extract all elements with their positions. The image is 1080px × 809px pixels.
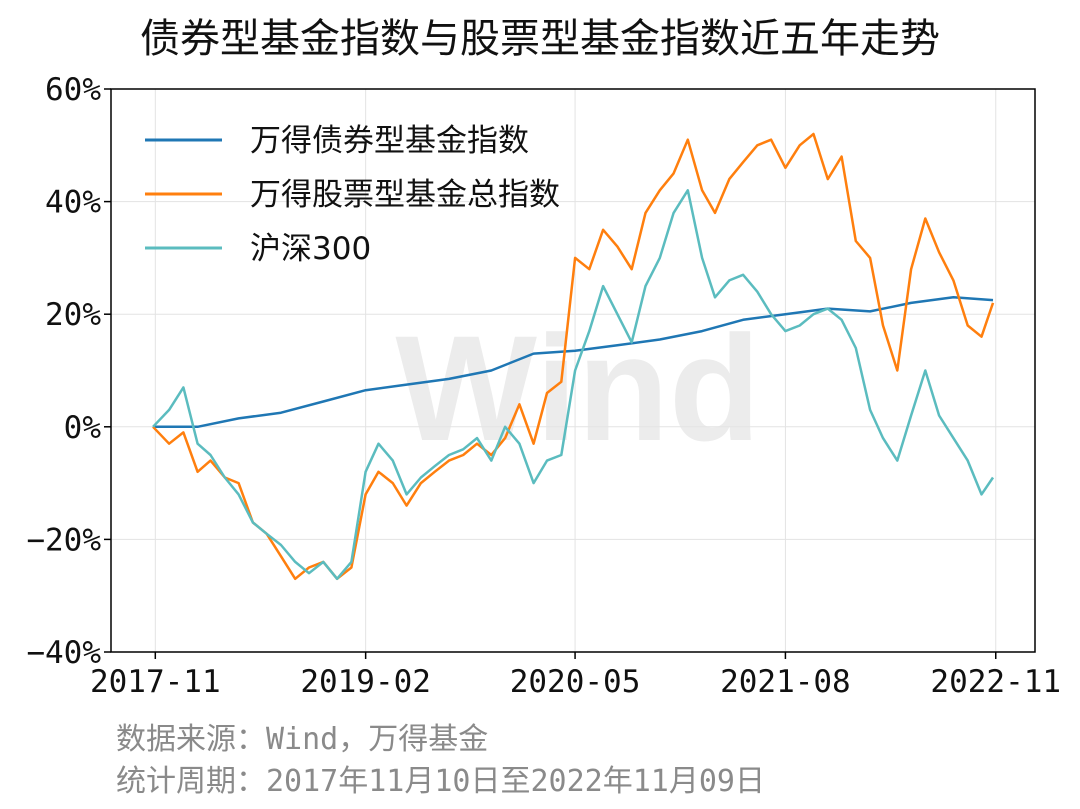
- legend-label: 沪深300: [250, 231, 371, 267]
- y-tick-label: 20%: [45, 297, 101, 333]
- source-note: 数据来源：Wind，万得基金: [116, 722, 489, 757]
- y-tick-label: 0%: [64, 410, 102, 446]
- y-tick-label: 60%: [45, 72, 101, 108]
- legend-label: 万得股票型基金总指数: [250, 177, 560, 213]
- x-tick-label: 2019-02: [300, 664, 431, 700]
- x-tick-label: 2021-08: [720, 664, 851, 700]
- y-tick-label: −20%: [26, 522, 101, 558]
- series-line-2: [152, 189, 995, 581]
- x-tick-label: 2022-11: [930, 664, 1061, 700]
- chart-title: 债券型基金指数与股票型基金指数近五年走势: [140, 16, 940, 62]
- axes: −40% −20% 0% 20% 40% 60% 2017-11 2019-02 2020-05…: [26, 72, 1061, 700]
- y-tick-label: 40%: [45, 185, 101, 221]
- legend-label: 万得债券型基金指数: [250, 123, 529, 159]
- x-tick-label: 2017-11: [90, 664, 221, 700]
- series-lines: [152, 132, 995, 581]
- y-tick-label: −40%: [26, 635, 101, 671]
- series-line-1: [152, 132, 995, 581]
- plot-frame: [110, 88, 1036, 653]
- series-line-0: [153, 296, 994, 429]
- period-note: 统计周期：2017年11月10日至2022年11月09日: [116, 764, 765, 799]
- x-tick-label: 2020-05: [510, 664, 641, 700]
